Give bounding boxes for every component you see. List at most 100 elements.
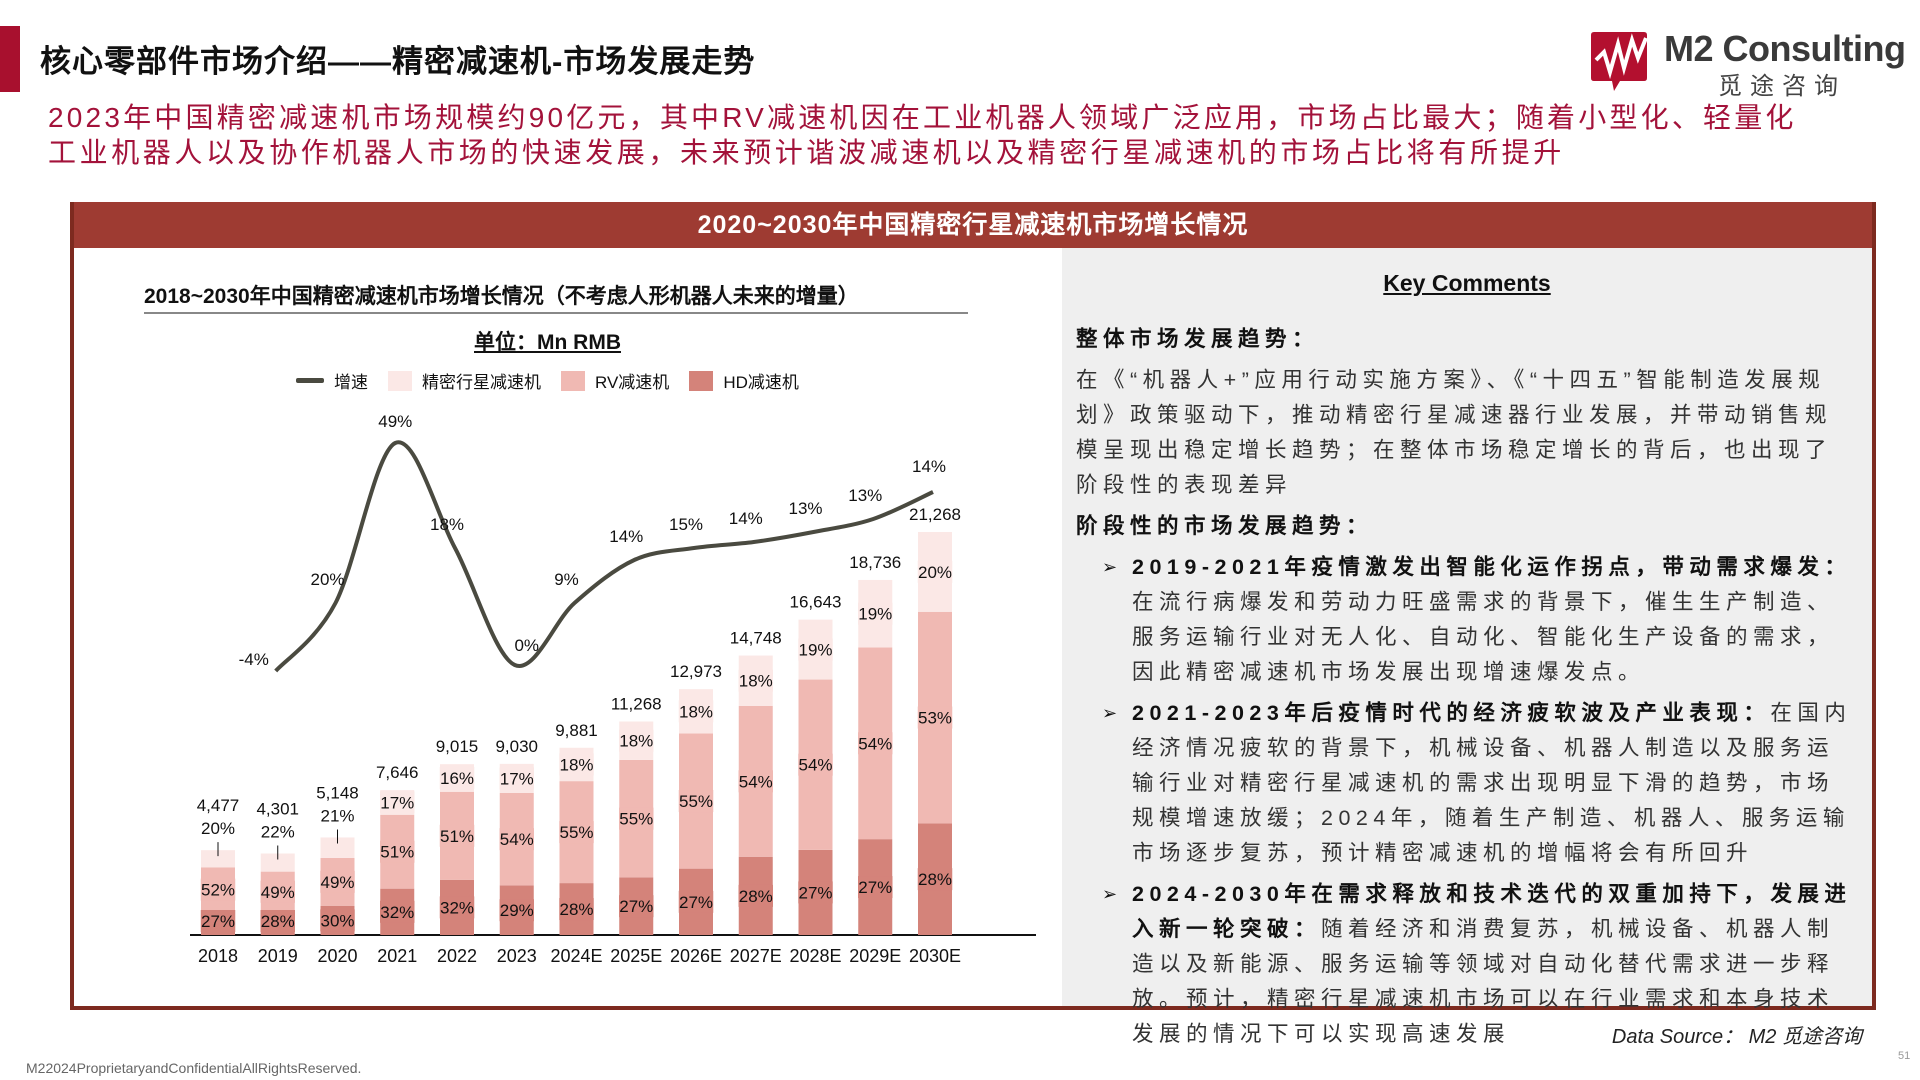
segment-label-hd: 30% [320, 911, 354, 930]
total-label: 14,748 [730, 629, 782, 648]
segment-label-hd: 27% [798, 883, 832, 902]
legend-label: RV减速机 [595, 373, 670, 392]
total-label: 4,301 [256, 800, 299, 819]
segment-label-planetary-bg [439, 766, 475, 789]
segment-label-rv: 54% [739, 772, 773, 791]
x-tick-label: 2020 [317, 946, 357, 966]
growth-label: 14% [609, 527, 643, 546]
segment-label-planetary: 18% [679, 702, 713, 721]
total-label: 11,268 [611, 694, 662, 713]
total-label: 9,881 [555, 721, 598, 740]
segment-label-planetary: 19% [798, 641, 832, 660]
segment-label-rv-bg [499, 828, 534, 851]
total-label: 4,477 [197, 796, 240, 815]
legend-swatch [689, 370, 714, 391]
comments-heading: 阶段性的市场发展趋势： [1076, 514, 1374, 538]
segment-label-hd-bg [798, 881, 833, 904]
comment-bullet: ➢ 2019-2021年疫情激发出智能化运作拐点，带动需求爆发：在流行病爆发和劳动… [1076, 550, 1858, 690]
segment-label-planetary-bg [559, 753, 594, 776]
segment-label-planetary: 22% [261, 823, 295, 842]
segment-label-planetary-bg [619, 729, 654, 752]
comment-bullet: ➢ 2024-2030年在需求释放和技术迭代的双重加持下，发展进入新一轮突破：随着… [1076, 877, 1858, 1052]
growth-line [274, 440, 934, 673]
segment-label-planetary-bg [380, 791, 415, 814]
chart-legend: 增速 精密行星减速机 RV减速机 HD减速机 [296, 368, 811, 393]
segment-label-rv-bg [738, 770, 773, 793]
legend-item-growth: 增速 [296, 368, 368, 393]
content-panel: 2020~2030年中国精密行星减速机市场增长情况 27% 52% 20% 4,477… [70, 202, 1876, 1046]
legend-swatch [388, 370, 412, 391]
x-tick-label: 2018 [198, 946, 238, 966]
segment-label-hd-bg [320, 909, 355, 932]
segment-label-rv-bg [320, 870, 355, 893]
growth-label: 15% [669, 515, 703, 534]
segment-label-rv-bg [380, 840, 415, 863]
x-tick-label: 2030E [909, 946, 961, 966]
chart-unit: 单位：Mn RMB [474, 331, 621, 354]
x-tick-label: 2024E [550, 946, 602, 966]
chart-title: 2018~2030年中国精密减速机市场增长情况（不考虑人形机器人未来的增量） [144, 280, 968, 314]
growth-label: 13% [848, 486, 882, 505]
segment-label-hd-bg [439, 896, 475, 919]
segment-label-hd: 27% [679, 893, 713, 912]
logo-text-cn: 觅途咨询 [1718, 73, 1846, 100]
arrow-bullet-icon: ➢ [1102, 557, 1123, 577]
comments-heading: 整体市场发展趋势： [1076, 327, 1320, 351]
segment-label-planetary: 21% [320, 806, 354, 825]
segment-label-planetary-bg [499, 767, 534, 790]
segment-label-planetary: 20% [201, 819, 235, 838]
total-label: 5,148 [316, 783, 359, 802]
segment-label-rv: 51% [380, 843, 414, 862]
segment-label-rv-bg [260, 880, 295, 903]
total-label: 9,015 [436, 737, 479, 756]
segment-label-rv: 53% [918, 709, 952, 728]
legend-item-rv: RV减速机 [561, 368, 669, 393]
title-accent-bar [0, 26, 20, 92]
segment-label-planetary: 19% [858, 605, 892, 624]
segment-label-hd-bg [559, 898, 594, 921]
summary-line: 2023年中国精密减速机市场规模约90亿元，其中RV减速机因在工业机器人领域广泛… [48, 102, 1797, 133]
segment-label-hd: 32% [380, 903, 414, 922]
growth-label: 20% [310, 570, 344, 589]
total-label: 16,643 [790, 593, 842, 612]
segment-label-hd-bg [678, 890, 714, 913]
panel-title: 2020~2030年中国精密行星减速机市场增长情况 [74, 202, 1872, 248]
segment-label-rv: 52% [201, 881, 235, 900]
total-label: 12,973 [670, 662, 722, 681]
segment-label-rv-bg [798, 753, 833, 776]
comments-body: 整体市场发展趋势： 在《“机器人+”应用行动实施方案》、《“十四五”智能制造发展… [1076, 322, 1858, 1052]
segment-label-rv: 55% [619, 810, 653, 829]
segment-label-hd: 27% [619, 897, 653, 916]
growth-label: 0% [514, 636, 539, 655]
segment-label-hd: 28% [918, 870, 952, 889]
stacked-bar-line-chart: 27% 52% 20% 4,477 2018 28% 49% 22% 4,301 2019 30% 4… [190, 412, 1036, 966]
growth-label: 49% [378, 412, 412, 431]
legend-label: 精密行星减速机 [422, 373, 541, 392]
segment-label-hd-bg [738, 884, 773, 907]
x-tick-label: 2021 [377, 946, 417, 966]
segment-label-planetary-bg [738, 669, 773, 692]
segment-label-hd: 29% [500, 901, 534, 920]
segment-label-rv: 54% [500, 830, 534, 849]
segment-label-rv: 49% [261, 883, 295, 902]
summary-text: 2023年中国精密减速机市场规模约90亿元，其中RV减速机因在工业机器人领域广泛… [48, 100, 1797, 170]
chart-area: 27% 52% 20% 4,477 2018 28% 49% 22% 4,301 2019 30% 4… [74, 248, 1058, 1006]
segment-label-hd: 28% [261, 912, 295, 931]
segment-label-hd-bg [499, 899, 534, 922]
segment-label-rv: 55% [559, 823, 593, 842]
legend-line-swatch [296, 378, 324, 383]
logo-mark-icon [1591, 32, 1648, 91]
segment-label-hd-bg [917, 868, 953, 891]
bar-segment [260, 853, 295, 872]
key-comments-title: Key Comments [1383, 270, 1551, 296]
x-tick-label: 2022 [437, 946, 477, 966]
total-label: 21,268 [909, 505, 961, 524]
x-tick-label: 2029E [849, 946, 901, 966]
bar-segment [320, 837, 355, 858]
segment-label-rv: 54% [858, 734, 892, 753]
segment-label-rv: 55% [679, 792, 713, 811]
comment-bullet: ➢ 2021-2023年后疫情时代的经济疲软波及产业表现：在国内经济情况疲软的背景… [1076, 696, 1858, 871]
segment-label-planetary-bg [917, 560, 953, 583]
total-label: 18,736 [849, 553, 901, 572]
segment-label-rv-bg [559, 821, 594, 844]
